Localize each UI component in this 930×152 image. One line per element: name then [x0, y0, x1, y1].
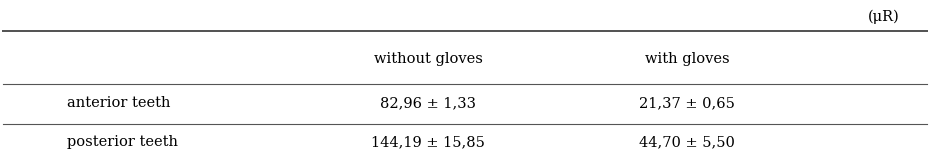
- Text: anterior teeth: anterior teeth: [68, 96, 171, 110]
- Text: 144,19 ± 15,85: 144,19 ± 15,85: [371, 135, 485, 149]
- Text: 21,37 ± 0,65: 21,37 ± 0,65: [639, 96, 735, 110]
- Text: 44,70 ± 5,50: 44,70 ± 5,50: [639, 135, 735, 149]
- Text: (μR): (μR): [868, 10, 899, 24]
- Text: 82,96 ± 1,33: 82,96 ± 1,33: [380, 96, 476, 110]
- Text: posterior teeth: posterior teeth: [68, 135, 179, 149]
- Text: without gloves: without gloves: [374, 52, 483, 66]
- Text: with gloves: with gloves: [644, 52, 729, 66]
